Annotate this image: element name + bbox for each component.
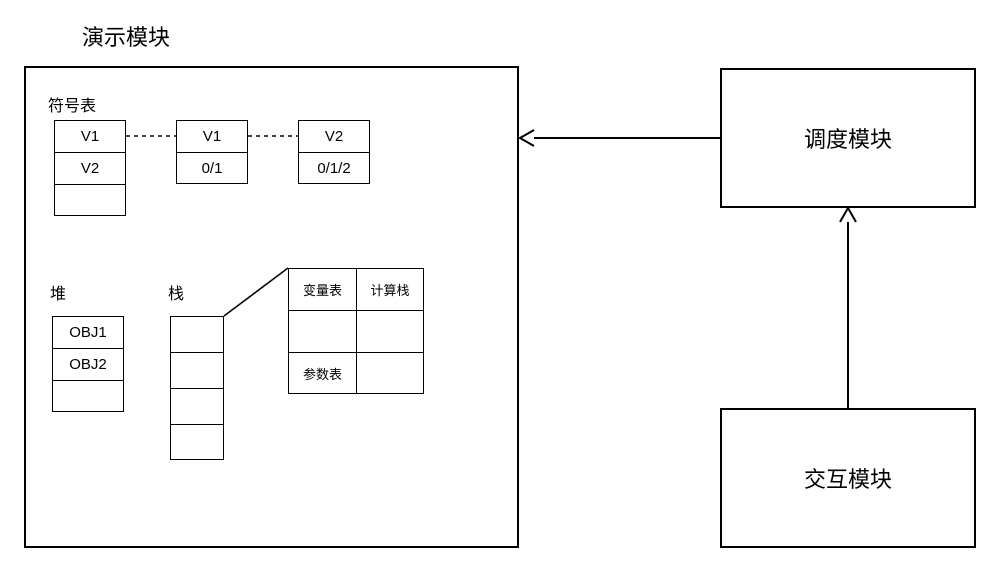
frame-cell: 参数表 [288, 352, 356, 394]
frame-cell [356, 310, 424, 352]
symbol-cell: V2 [298, 120, 370, 152]
symbol-table-label: 符号表 [48, 92, 96, 116]
symbol-cell: V2 [54, 152, 126, 184]
frame-cell: 变量表 [288, 268, 356, 310]
arrow-dispatch-to-demo-head [520, 130, 534, 146]
symbol-table-col2: V1 0/1 [176, 120, 248, 184]
frame-cell: 计算栈 [356, 268, 424, 310]
stack-cell [170, 388, 224, 424]
dispatch-module-label: 调度模块 [804, 122, 892, 154]
interact-module-label: 交互模块 [804, 462, 892, 494]
stack-cell [170, 316, 224, 352]
symbol-cell: V1 [54, 120, 126, 152]
arrow-interact-to-dispatch-head [840, 208, 856, 222]
symbol-table-col1: V1 V2 [54, 120, 126, 216]
heap-cell: OBJ2 [52, 348, 124, 380]
symbol-cell: 0/1 [176, 152, 248, 184]
stack-cell [170, 424, 224, 460]
stack-col [170, 316, 224, 460]
heap-cell [52, 380, 124, 412]
stack-label: 栈 [168, 280, 184, 304]
symbol-cell [54, 184, 126, 216]
interact-module-box: 交互模块 [720, 408, 976, 548]
symbol-cell: 0/1/2 [298, 152, 370, 184]
symbol-table-col3: V2 0/1/2 [298, 120, 370, 184]
heap-col: OBJ1 OBJ2 [52, 316, 124, 412]
dispatch-module-box: 调度模块 [720, 68, 976, 208]
heap-label: 堆 [50, 280, 66, 304]
frame-cell [288, 310, 356, 352]
frame-cell [356, 352, 424, 394]
heap-cell: OBJ1 [52, 316, 124, 348]
symbol-cell: V1 [176, 120, 248, 152]
frame-table: 变量表 计算栈 参数表 [288, 268, 424, 394]
stack-cell [170, 352, 224, 388]
title-label: 演示模块 [82, 20, 170, 52]
